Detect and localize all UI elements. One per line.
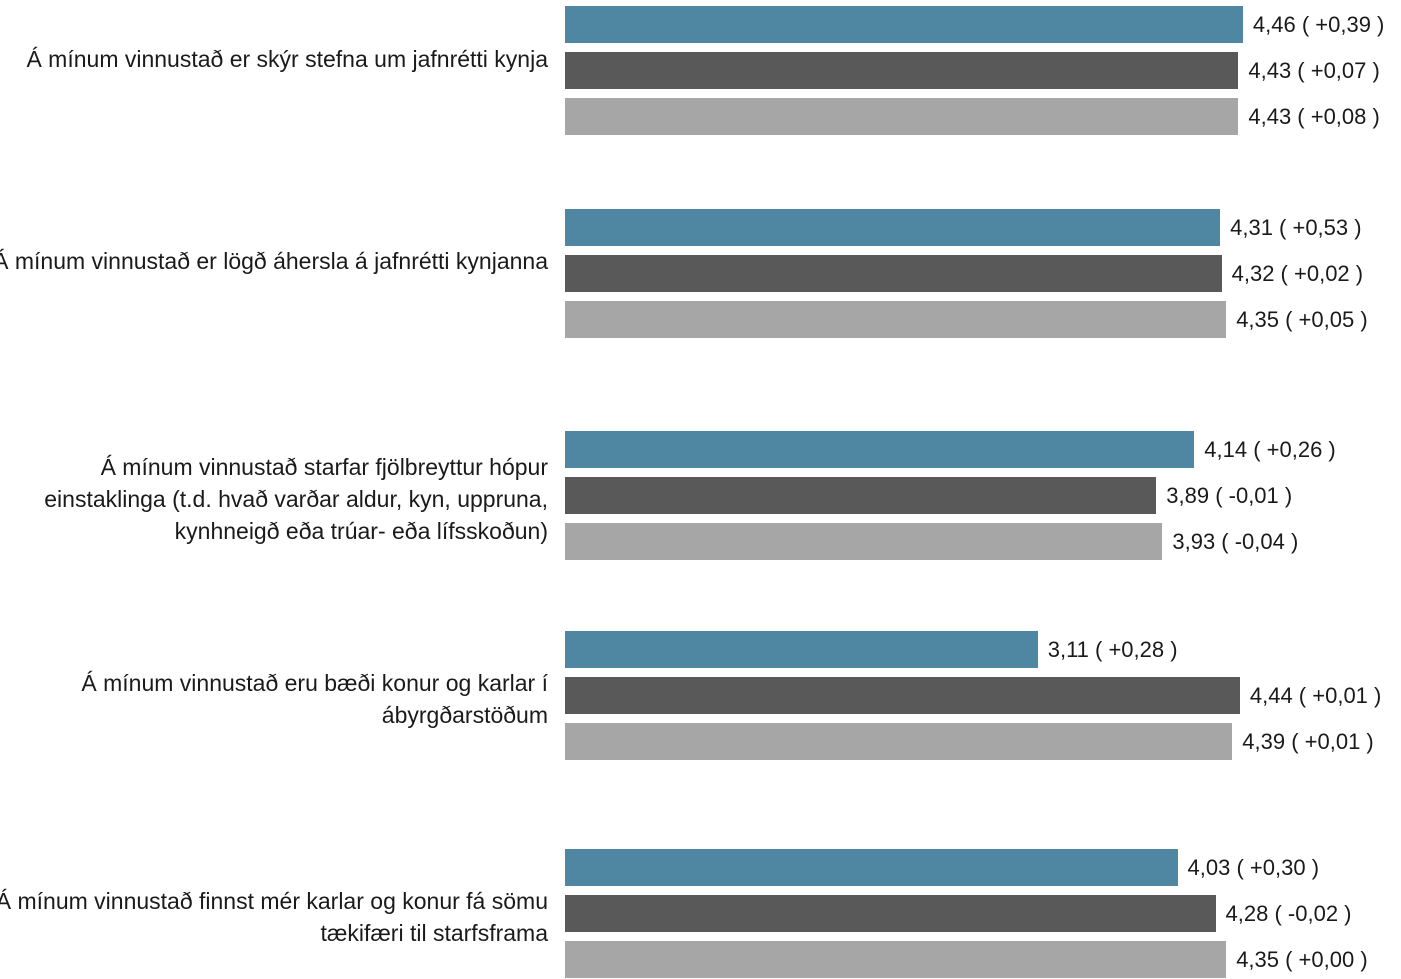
category-label: Á mínum vinnustað eru bæði konur og karl… <box>81 670 548 728</box>
category-label: Á mínum vinnustað er skýr stefna um jafn… <box>26 46 548 72</box>
bar <box>565 98 1239 135</box>
bar <box>565 52 1239 89</box>
data-label: 4,35 ( +0,05 ) <box>1236 307 1368 332</box>
data-label: 4,46 ( +0,39 ) <box>1252 12 1385 37</box>
category-label: Á mínum vinnustað er lögð áhersla á jafn… <box>0 248 548 274</box>
bar <box>565 477 1157 514</box>
data-label: 3,93 ( -0,04 ) <box>1172 529 1299 554</box>
data-label: 4,35 ( +0,00 ) <box>1236 947 1368 972</box>
data-label: 4,14 ( +0,26 ) <box>1204 437 1336 462</box>
data-label: 4,32 ( +0,02 ) <box>1231 261 1364 286</box>
bar <box>565 431 1195 468</box>
bar <box>565 631 1038 668</box>
data-label: 4,44 ( +0,01 ) <box>1249 683 1382 708</box>
bar <box>565 301 1227 338</box>
data-label: 4,03 ( +0,30 ) <box>1187 855 1320 880</box>
bar <box>565 941 1227 978</box>
bar <box>565 849 1178 886</box>
bar <box>565 255 1222 292</box>
category-label: Á mínum vinnustað finnst mér karlar og k… <box>0 888 548 946</box>
data-label: 3,11 ( +0,28 ) <box>1047 637 1178 662</box>
data-label: 4,39 ( +0,01 ) <box>1242 729 1374 754</box>
bar <box>565 209 1221 246</box>
data-label: 4,28 ( -0,02 ) <box>1225 901 1352 926</box>
bar <box>565 6 1243 43</box>
bar <box>565 895 1216 932</box>
bar <box>565 677 1240 714</box>
bar <box>565 723 1233 760</box>
bar <box>565 523 1163 560</box>
data-label: 4,43 ( +0,07 ) <box>1248 58 1380 83</box>
category-label: Á mínum vinnustað starfar fjölbreyttur h… <box>44 454 548 544</box>
data-label: 4,43 ( +0,08 ) <box>1248 104 1380 129</box>
data-label: 3,89 ( -0,01 ) <box>1166 483 1293 508</box>
data-label: 4,31 ( +0,53 ) <box>1230 215 1362 240</box>
